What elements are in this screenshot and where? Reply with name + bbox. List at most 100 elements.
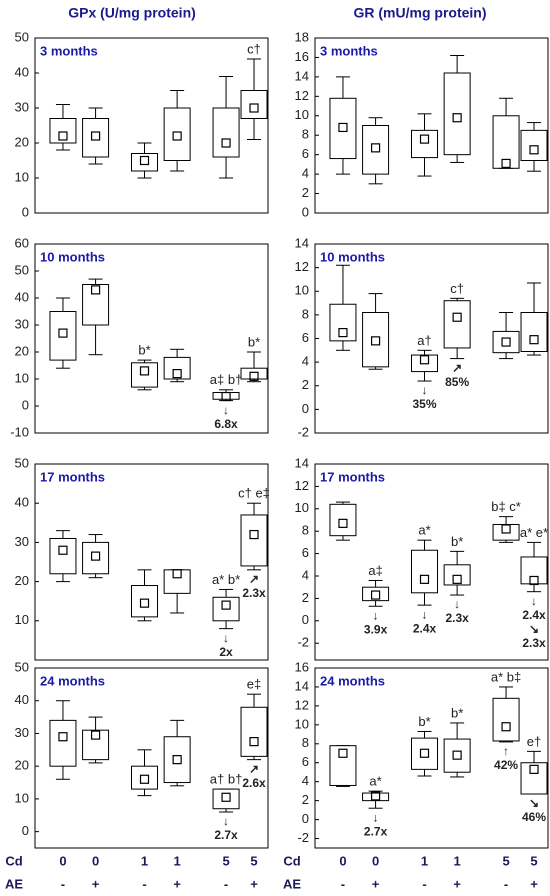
- y-tick-label: 8: [302, 735, 309, 750]
- y-tick-label: -10: [10, 424, 29, 439]
- plot-frame: [34, 243, 269, 434]
- y-tick-label: 40: [15, 64, 29, 79]
- y-tick-label: 14: [295, 455, 309, 470]
- significance-label: a*: [418, 523, 430, 538]
- plot-frame: [314, 463, 549, 661]
- box: [362, 312, 390, 368]
- y-tick-label: 10: [15, 790, 29, 805]
- y-tick-label: 0: [22, 204, 29, 219]
- mean-marker: [172, 369, 182, 379]
- box: [520, 556, 548, 585]
- y-tick-label: 10: [15, 612, 29, 627]
- panel-label: 24 months: [320, 673, 385, 688]
- box: [492, 115, 520, 169]
- y-tick-label: -2: [297, 424, 309, 439]
- y-tick-label: 16: [295, 49, 309, 64]
- change-value: 35%: [412, 397, 436, 411]
- panel-label: 3 months: [320, 43, 378, 58]
- y-tick-label: 16: [295, 659, 309, 674]
- box: [131, 153, 159, 172]
- plot-frame: [314, 37, 549, 214]
- change-arrow: ↗: [249, 762, 259, 776]
- box: [520, 762, 548, 795]
- y-tick-label: 6: [302, 545, 309, 560]
- x-label: 0: [372, 853, 379, 868]
- y-tick-label: 14: [295, 678, 309, 693]
- x-label: 1: [141, 853, 148, 868]
- x-label: -: [504, 876, 508, 891]
- change-arrow: ↘: [529, 796, 539, 810]
- y-tick-label: 50: [15, 29, 29, 44]
- box: [329, 503, 357, 537]
- y-tick-label: 8: [302, 306, 309, 321]
- box: [362, 125, 390, 175]
- mean-marker: [58, 732, 68, 742]
- box: [240, 90, 268, 119]
- mean-marker: [221, 792, 231, 802]
- y-tick-label: 0: [302, 204, 309, 219]
- mean-marker: [419, 748, 430, 758]
- box: [520, 312, 548, 352]
- mean-marker: [419, 355, 430, 365]
- mean-marker: [90, 285, 101, 295]
- change-value: 2.3x: [445, 611, 469, 625]
- change-arrow: ↓: [422, 383, 428, 397]
- y-tick-label: 50: [15, 659, 29, 674]
- box: [492, 330, 520, 354]
- y-tick-label: 0: [22, 823, 29, 838]
- y-tick-label: 6: [302, 330, 309, 345]
- mean-marker: [90, 730, 101, 740]
- mean-marker: [90, 131, 101, 141]
- y-tick-label: 14: [295, 68, 309, 83]
- change-value: 3.9x: [364, 622, 388, 636]
- change-value: 85%: [445, 375, 469, 389]
- mean-marker: [419, 574, 430, 584]
- mean-marker: [501, 722, 511, 732]
- box: [131, 585, 159, 618]
- significance-label: b*: [248, 334, 260, 349]
- change-value: 2.3x: [522, 636, 546, 650]
- significance-label: c†: [450, 281, 464, 296]
- significance-label: a* b‡: [491, 669, 521, 684]
- mean-marker: [529, 145, 539, 155]
- mean-marker: [338, 327, 348, 338]
- y-tick-label: 40: [15, 692, 29, 707]
- y-tick-label: 4: [302, 354, 309, 369]
- significance-label: b*: [418, 714, 430, 729]
- change-arrow: ↗: [249, 572, 259, 586]
- box: [82, 284, 110, 326]
- y-tick-label: 6: [302, 146, 309, 161]
- x-label: 0: [59, 853, 66, 868]
- box: [49, 719, 77, 767]
- mean-marker: [501, 158, 511, 169]
- change-arrow: ↓: [373, 608, 379, 622]
- x-label: -: [341, 876, 345, 891]
- y-tick-label: 50: [15, 455, 29, 470]
- mean-marker: [90, 551, 101, 561]
- significance-label: c† e‡: [238, 486, 270, 501]
- significance-label: e‡: [247, 677, 261, 692]
- significance-label: a‡: [368, 563, 382, 578]
- y-tick-label: 0: [302, 811, 309, 826]
- significance-label: b*: [451, 534, 463, 549]
- change-arrow: ↓: [223, 814, 229, 828]
- panel-label: 3 months: [40, 43, 98, 58]
- change-arrow: ↘: [529, 622, 539, 636]
- mean-marker: [501, 524, 511, 534]
- x-label: +: [372, 876, 380, 891]
- significance-label: b*: [451, 705, 463, 720]
- y-tick-label: 10: [295, 500, 309, 515]
- change-arrow: ↓: [531, 594, 537, 608]
- box: [212, 107, 240, 158]
- significance-label: c†: [247, 41, 261, 56]
- mean-marker: [58, 131, 68, 141]
- y-tick-label: 40: [15, 289, 29, 304]
- mean-marker: [58, 328, 68, 338]
- box: [443, 738, 471, 773]
- mean-marker: [419, 134, 430, 144]
- mean-marker: [452, 750, 462, 760]
- y-tick-label: 10: [15, 370, 29, 385]
- y-tick-label: 2: [302, 590, 309, 605]
- box: [163, 107, 191, 161]
- mean-marker: [529, 764, 539, 774]
